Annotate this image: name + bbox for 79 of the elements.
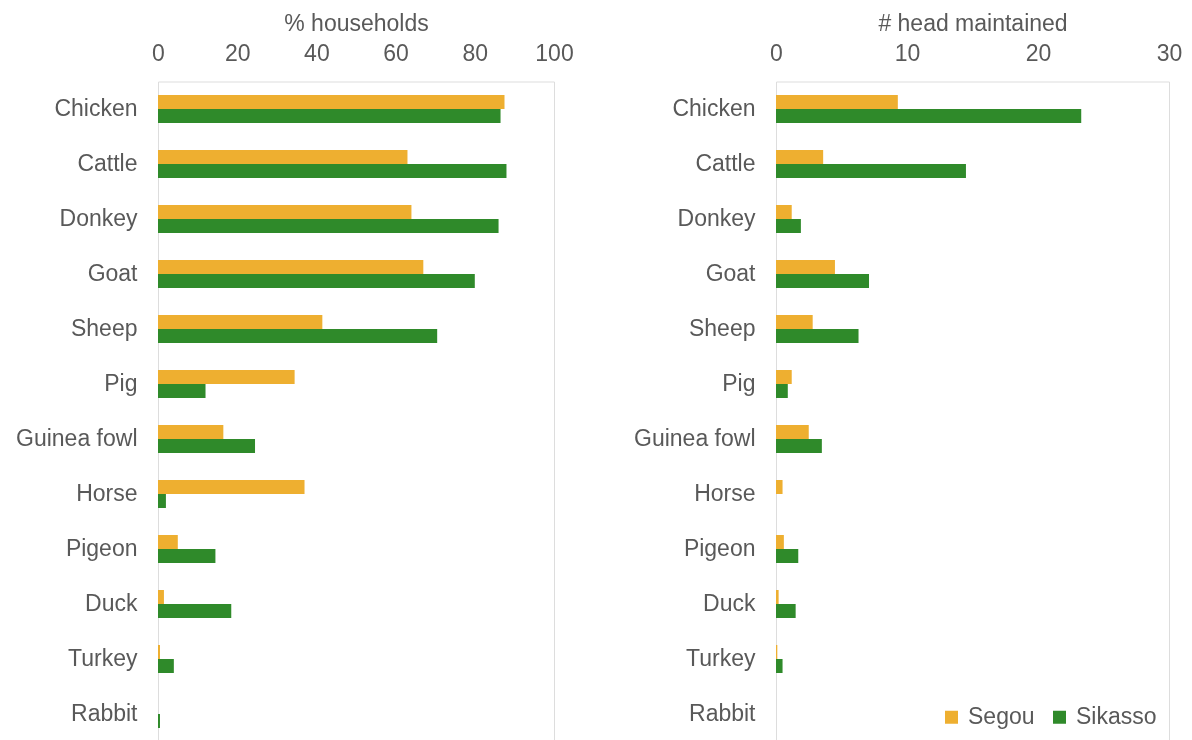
x-axis-title: # head maintained: [878, 10, 1068, 36]
bar: [158, 259, 424, 274]
bar: [776, 329, 859, 344]
x-tick-label: 100: [535, 39, 574, 66]
bar: [776, 219, 801, 234]
bar: [158, 219, 499, 234]
bar: [158, 274, 475, 289]
x-tick-label: 30: [1156, 39, 1183, 66]
y-tick-label: Rabbit: [689, 700, 757, 726]
x-tick-label: 80: [462, 39, 489, 66]
bar: [158, 329, 438, 344]
bar: [158, 384, 206, 399]
bar: [776, 479, 783, 494]
bar: [158, 164, 507, 179]
bar: [776, 439, 822, 454]
x-tick-label: 0: [152, 39, 165, 66]
bar: [158, 314, 323, 329]
x-tick-label: 40: [304, 39, 330, 66]
bar: [158, 109, 501, 124]
x-axis-title: % households: [284, 10, 429, 36]
bar: [776, 589, 779, 604]
bar: [776, 549, 799, 564]
bar: [158, 439, 256, 454]
bar: [158, 94, 505, 109]
y-tick-label: Donkey: [59, 205, 138, 231]
x-tick-label: 0: [770, 39, 783, 66]
y-tick-label: Horse: [694, 480, 756, 506]
y-tick-label: Duck: [703, 590, 756, 616]
bar: [158, 204, 412, 219]
bar: [158, 549, 216, 564]
bar: [776, 259, 835, 274]
y-tick-label: Sheep: [688, 315, 756, 341]
y-tick-label: Pigeon: [65, 535, 138, 561]
bar: [776, 424, 809, 439]
bar: [158, 369, 295, 384]
y-tick-label: Turkey: [68, 645, 138, 671]
bar: [158, 659, 174, 674]
bar: [776, 659, 783, 674]
legend-label: Segou: [968, 703, 1035, 730]
bar: [158, 589, 164, 604]
y-tick-label: Guinea fowl: [634, 425, 756, 451]
x-tick-label: 60: [383, 39, 409, 66]
bar: [158, 604, 232, 619]
y-tick-label: Goat: [87, 260, 139, 286]
y-tick-label: Chicken: [672, 95, 756, 121]
y-tick-label: Donkey: [677, 205, 756, 231]
legend-label: Sikasso: [1076, 703, 1157, 730]
bar: [776, 274, 870, 289]
x-tick-label: 20: [224, 39, 251, 66]
y-tick-label: Turkey: [686, 645, 756, 671]
y-tick-label: Chicken: [54, 95, 138, 121]
bar: [158, 534, 178, 549]
y-tick-label: Pig: [722, 370, 756, 396]
y-tick-label: Goat: [705, 260, 757, 286]
bar: [776, 534, 784, 549]
bar: [776, 94, 898, 109]
y-tick-label: Pig: [104, 370, 138, 396]
y-tick-label: Rabbit: [71, 700, 139, 726]
y-tick-label: Sheep: [70, 315, 138, 341]
bar: [158, 424, 224, 439]
y-tick-label: Pigeon: [683, 535, 756, 561]
bar: [158, 494, 166, 509]
bar: [776, 204, 792, 219]
y-tick-label: Cattle: [695, 150, 756, 176]
bar: [158, 479, 305, 494]
bar: [776, 604, 796, 619]
y-tick-label: Guinea fowl: [16, 425, 138, 451]
bar: [776, 369, 792, 384]
y-tick-label: Horse: [76, 480, 138, 506]
y-tick-label: Duck: [85, 590, 138, 616]
x-tick-label: 20: [1025, 39, 1052, 66]
bar: [776, 164, 966, 179]
bar: [776, 149, 824, 164]
y-tick-label: Cattle: [77, 150, 138, 176]
bar: [776, 109, 1082, 124]
bar: [158, 149, 408, 164]
bar: [776, 314, 813, 329]
x-tick-label: 10: [894, 39, 921, 66]
bar: [776, 384, 788, 399]
